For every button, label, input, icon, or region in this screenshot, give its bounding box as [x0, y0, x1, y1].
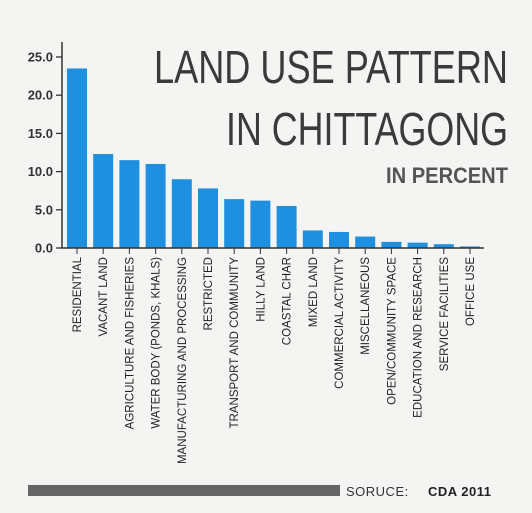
- chart-title: LAND USE PATTERN IN CHITTAGONG IN PERCEN…: [154, 41, 509, 188]
- bar: [119, 160, 140, 248]
- y-axis: 25.0 20.0 15.0 10.0 5.0 0.0: [28, 42, 63, 256]
- source-footer: SORUCE: CDA 2011: [28, 484, 492, 499]
- source-value: CDA 2011: [428, 484, 492, 499]
- y-tick-label: 5.0: [35, 202, 53, 217]
- x-tick-label: RESIDENTIAL: [72, 256, 84, 332]
- x-tick-label: EDUCATION AND RESEARCH: [413, 257, 425, 418]
- bar: [67, 68, 87, 249]
- x-tick-label: AGRICULTURE AND FISHERIES: [124, 257, 136, 430]
- x-tick-label: TRANSPORT AND COMMUNITY: [229, 257, 241, 429]
- source-label: SORUCE:: [346, 484, 409, 499]
- bar: [302, 230, 323, 248]
- bar: [381, 241, 402, 248]
- bar: [460, 246, 480, 248]
- x-tick-label: OFFICE USE: [465, 257, 477, 326]
- bar: [198, 188, 218, 248]
- x-tick-label: HILLY LAND: [255, 257, 267, 322]
- x-tick-label: COMMERCIAL ACTIVITY: [334, 257, 346, 389]
- bar: [145, 163, 166, 248]
- x-axis: RESIDENTIAL VACANT LAND AGRICULTURE AND FI…: [62, 247, 484, 464]
- x-tick-label: WATER BODY (PONDS, KHALS): [151, 257, 163, 429]
- bar: [355, 236, 376, 248]
- y-tick-label: 25.0: [28, 50, 53, 65]
- x-tick-label: MISCELLANEOUS: [360, 257, 372, 355]
- title-line-1: LAND USE PATTERN: [154, 41, 508, 93]
- bar: [433, 244, 454, 248]
- x-tick-label: VACANT LAND: [98, 257, 110, 336]
- x-tick-label: MANUFACTURING AND PROCESSING: [177, 257, 189, 464]
- x-tick-label: OPEN/COMMUNITY SPACE: [386, 257, 398, 405]
- bar: [171, 179, 192, 248]
- x-tick-label: MIXED LAND: [308, 257, 320, 327]
- source-bar: [28, 485, 340, 496]
- bars: [67, 68, 480, 249]
- bar: [276, 205, 297, 248]
- bar: [407, 242, 428, 248]
- x-tick-label: RESTRICTED: [203, 257, 215, 330]
- bar: [224, 199, 245, 248]
- y-tick-label: 0.0: [35, 241, 53, 256]
- y-tick-label: 20.0: [28, 88, 53, 103]
- chart-subtitle: IN PERCENT: [386, 163, 509, 188]
- title-line-2: IN CHITTAGONG: [226, 103, 508, 155]
- x-tick-label: SERVICE FACILITIES: [439, 257, 451, 372]
- y-tick-label: 15.0: [28, 126, 53, 141]
- x-tick-label: COASTAL CHAR: [282, 257, 294, 345]
- y-tick-label: 10.0: [28, 164, 53, 179]
- bar: [250, 200, 271, 248]
- bar: [93, 154, 114, 248]
- bar: [329, 231, 349, 248]
